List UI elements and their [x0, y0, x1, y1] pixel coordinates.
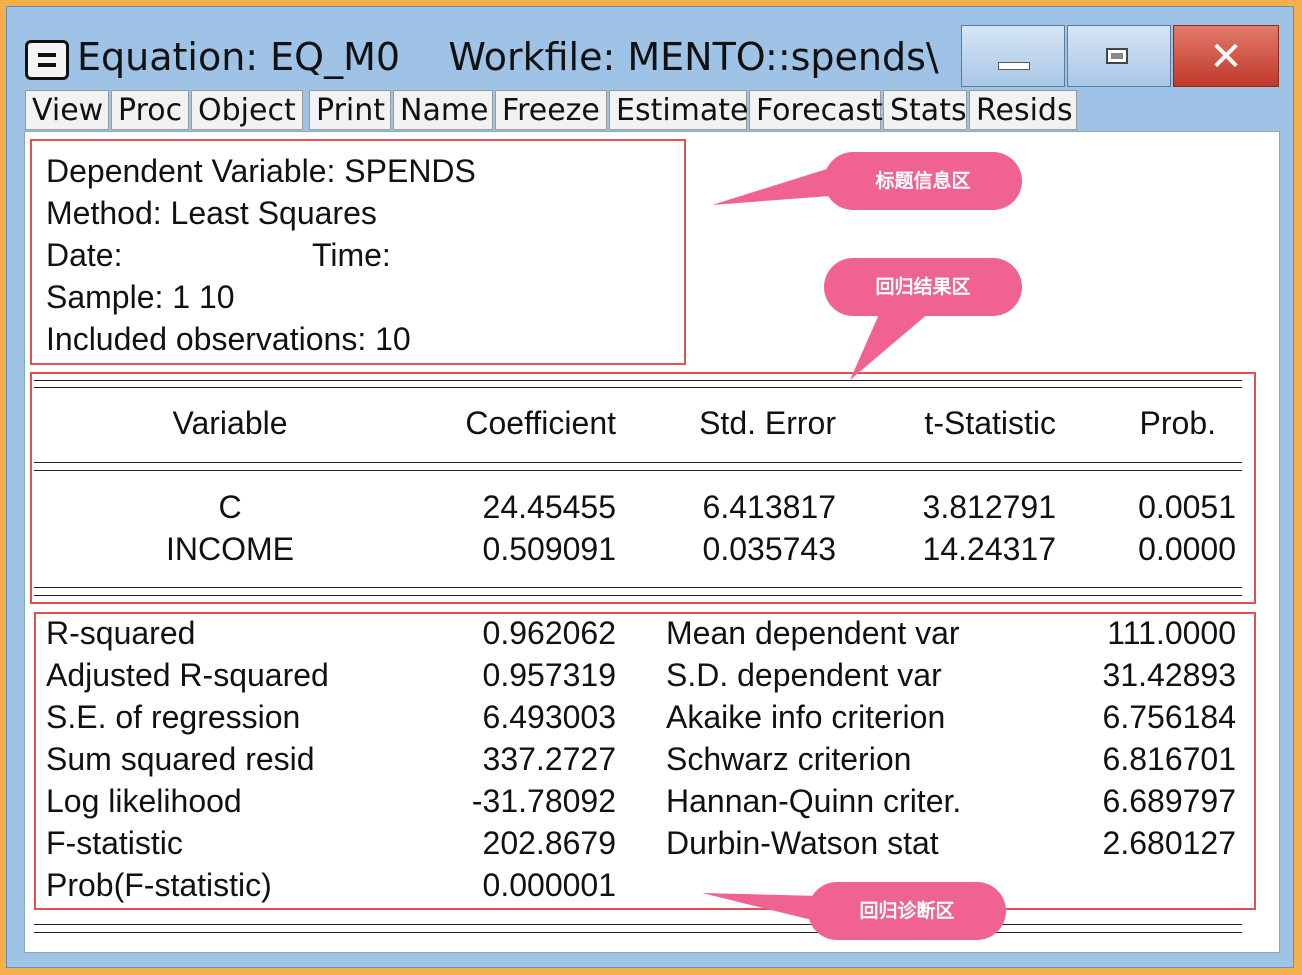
header-info-box [30, 139, 686, 365]
cell-prob: 0.0051 [1138, 489, 1236, 525]
stat-value: 31.42893 [1102, 657, 1236, 693]
toolbar-print-button[interactable]: Print [309, 90, 391, 130]
stat-value: 111.0000 [1107, 615, 1236, 651]
stat-label: Durbin-Watson stat [666, 825, 939, 861]
stat-label: Prob(F-statistic) [46, 867, 272, 903]
column-header-variable: Variable [172, 405, 288, 441]
column-header-std-error: Std. Error [699, 405, 836, 441]
diagnostics-box [34, 612, 1256, 910]
toolbar-stats-button[interactable]: Stats [883, 90, 967, 130]
toolbar-view-button[interactable]: View [25, 90, 109, 130]
stat-value: 6.689797 [1102, 783, 1236, 819]
column-header-coefficient: Coefficient [465, 405, 616, 441]
stat-label: Mean dependent var [666, 615, 960, 651]
callout-diagnostics-area: 回归诊断区 [808, 882, 1006, 940]
stat-label: Sum squared resid [46, 741, 315, 777]
cell-t-statistic: 3.812791 [922, 489, 1056, 525]
table-rule [34, 924, 1242, 925]
results-box [30, 372, 1256, 604]
stat-value: 0.000001 [482, 867, 616, 903]
dependent-variable-line: Dependent Variable: SPENDS [46, 153, 476, 189]
table-rule [34, 587, 1242, 588]
close-icon: ✕ [1209, 34, 1243, 80]
stat-label: S.E. of regression [46, 699, 301, 735]
stat-value: 202.8679 [482, 825, 616, 861]
method-line: Method: Least Squares [46, 195, 377, 231]
cell-variable: C [218, 489, 242, 525]
toolbar-resids-button[interactable]: Resids [969, 90, 1077, 130]
table-rule [34, 380, 1242, 381]
cell-variable: INCOME [166, 531, 294, 567]
stat-value: 6.493003 [482, 699, 616, 735]
column-header-prob: Prob. [1139, 405, 1216, 441]
stat-label: Akaike info criterion [666, 699, 946, 735]
stat-label: Log likelihood [46, 783, 242, 819]
cell-coefficient: 24.45455 [482, 489, 616, 525]
toolbar-forecast-button[interactable]: Forecast [749, 90, 883, 130]
sample-line: Sample: 1 10 [46, 279, 235, 315]
date-label: Date: [46, 237, 123, 273]
time-label: Time: [312, 237, 391, 273]
table-rule [34, 387, 1242, 388]
toolbar-name-button[interactable]: Name [393, 90, 493, 130]
minimize-button[interactable] [961, 25, 1065, 87]
minimize-icon [998, 62, 1030, 70]
table-rule [34, 932, 1242, 933]
stat-label: Schwarz criterion [666, 741, 912, 777]
toolbar-estimate-button[interactable]: Estimate [609, 90, 749, 130]
included-observations-line: Included observations: 10 [46, 321, 411, 357]
stat-label: R-squared [46, 615, 196, 651]
stat-value: 6.756184 [1102, 699, 1236, 735]
toolbar-object-button[interactable]: Object [191, 90, 303, 130]
output-panel [24, 131, 1280, 953]
stat-label: F-statistic [46, 825, 183, 861]
system-menu-icon[interactable] [25, 40, 69, 80]
stat-value: 0.957319 [482, 657, 616, 693]
stat-label: Hannan-Quinn criter. [666, 783, 962, 819]
cell-t-statistic: 14.24317 [922, 531, 1056, 567]
table-rule [34, 462, 1242, 463]
toolbar-freeze-button[interactable]: Freeze [495, 90, 607, 130]
cell-coefficient: 0.509091 [482, 531, 616, 567]
stat-value: 0.962062 [482, 615, 616, 651]
stat-value: 2.680127 [1102, 825, 1236, 861]
window-title: Equation: EQ_M0 Workfile: MENTO::spends\ [77, 35, 939, 79]
cell-std-error: 0.035743 [702, 531, 836, 567]
stat-label: Adjusted R-squared [46, 657, 329, 693]
title-bar[interactable]: Equation: EQ_M0 Workfile: MENTO::spends\… [7, 7, 1293, 89]
stat-value: 337.2727 [482, 741, 616, 777]
callout-results-area: 回归结果区 [824, 258, 1022, 316]
close-button[interactable]: ✕ [1173, 25, 1279, 87]
stat-label: S.D. dependent var [666, 657, 942, 693]
table-rule [34, 470, 1242, 471]
maximize-button[interactable] [1067, 25, 1171, 87]
column-header-t-statistic: t-Statistic [924, 405, 1056, 441]
stat-value: 6.816701 [1102, 741, 1236, 777]
toolbar-proc-button[interactable]: Proc [111, 90, 189, 130]
table-rule [34, 595, 1242, 596]
cell-prob: 0.0000 [1138, 531, 1236, 567]
maximize-icon [1106, 48, 1128, 64]
callout-header-area: 标题信息区 [824, 152, 1022, 210]
cell-std-error: 6.413817 [702, 489, 836, 525]
stat-value: -31.78092 [471, 783, 616, 819]
